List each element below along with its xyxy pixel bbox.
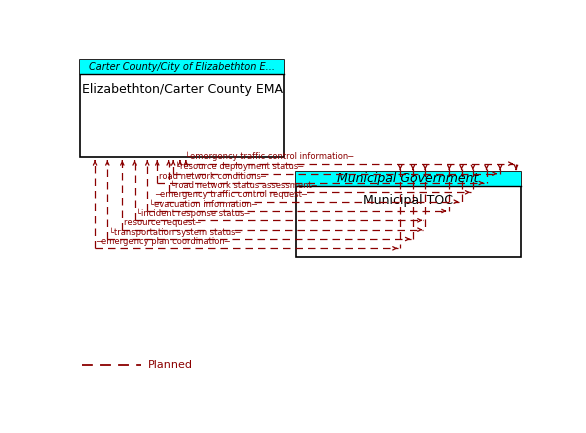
Text: Elizabethton/Carter County EMA: Elizabethton/Carter County EMA	[81, 83, 283, 96]
Text: Municipal TOC: Municipal TOC	[363, 194, 453, 207]
Bar	[296, 172, 520, 257]
Text: └transportation system status─: └transportation system status─	[108, 227, 240, 237]
Text: Municipal Government: Municipal Government	[338, 172, 479, 185]
Text: Planned: Planned	[148, 360, 193, 370]
Bar	[296, 172, 520, 186]
Text: └incident response status─: └incident response status─	[136, 209, 250, 218]
Text: road network conditions─: road network conditions─	[159, 171, 265, 181]
Bar	[80, 60, 284, 74]
Text: ─emergency plan coordination─: ─emergency plan coordination─	[97, 237, 230, 246]
Text: └emergency traffic control information─: └emergency traffic control information─	[185, 152, 353, 162]
Text: └resource deployment status─: └resource deployment status─	[175, 162, 303, 171]
Text: └road network status assessment─: └road network status assessment─	[170, 181, 317, 190]
Bar	[80, 60, 284, 157]
Text: resource request─: resource request─	[124, 218, 200, 227]
Text: ─emergency traffic control request─: ─emergency traffic control request─	[155, 191, 307, 199]
Text: └evacuation information─: └evacuation information─	[149, 200, 257, 209]
Text: Carter County/City of Elizabethton E...: Carter County/City of Elizabethton E...	[89, 62, 275, 72]
